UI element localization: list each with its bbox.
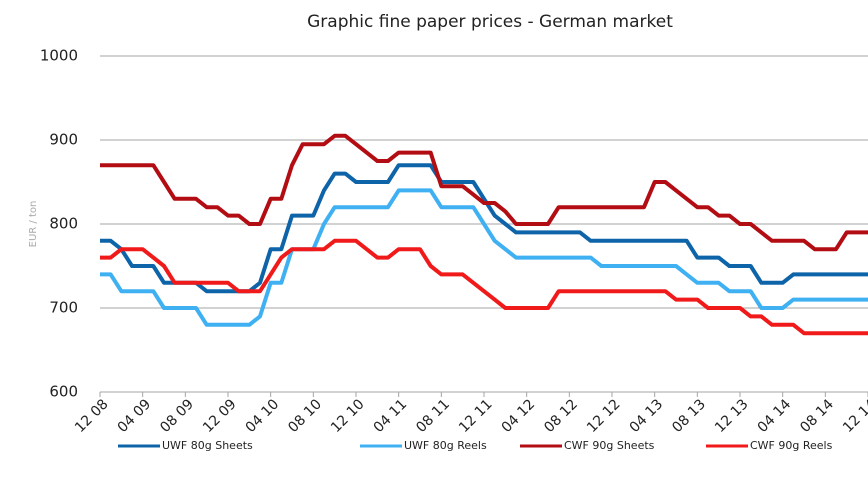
x-tick-label: 04 12 (499, 396, 539, 436)
series-line (100, 238, 868, 336)
x-tick-label: 08 12 (541, 396, 581, 436)
x-tick-label: 12 14 (840, 396, 868, 436)
legend-label: UWF 80g Reels (404, 439, 487, 452)
x-tick-label: 08 10 (285, 396, 325, 436)
series-line (100, 188, 868, 327)
legend-label: CWF 90g Sheets (564, 439, 655, 452)
x-tick-label: 12 10 (328, 396, 368, 436)
chart-title: Graphic fine paper prices - German marke… (307, 12, 673, 32)
y-tick-label: 900 (49, 131, 78, 149)
legend-label: CWF 90g Reels (750, 439, 833, 452)
y-tick-label: 1000 (40, 47, 78, 65)
series-line (100, 133, 868, 252)
x-tick-label: 04 09 (115, 396, 155, 436)
x-tick-label: 08 13 (669, 396, 709, 436)
x-tick-label: 04 14 (755, 396, 795, 436)
x-tick-label: 04 13 (627, 396, 667, 436)
x-tick-label: 12 09 (200, 396, 240, 436)
x-tick-label: 12 11 (456, 396, 496, 436)
y-tick-label: 800 (49, 215, 78, 233)
x-tick-label: 04 11 (371, 396, 411, 436)
legend-label: UWF 80g Sheets (162, 439, 253, 452)
x-tick-label: 04 10 (243, 396, 283, 436)
x-tick-label: 12 12 (584, 396, 624, 436)
x-tick-label: 08 11 (413, 396, 453, 436)
x-tick-label: 08 14 (797, 396, 837, 436)
y-axis-label: EUR / ton (28, 201, 39, 248)
series-line (100, 163, 868, 294)
y-tick-label: 600 (49, 383, 78, 401)
x-tick-label: 08 09 (157, 396, 197, 436)
y-tick-label: 700 (49, 299, 78, 317)
x-tick-label: 12 08 (72, 396, 112, 436)
x-tick-label: 12 13 (712, 396, 752, 436)
